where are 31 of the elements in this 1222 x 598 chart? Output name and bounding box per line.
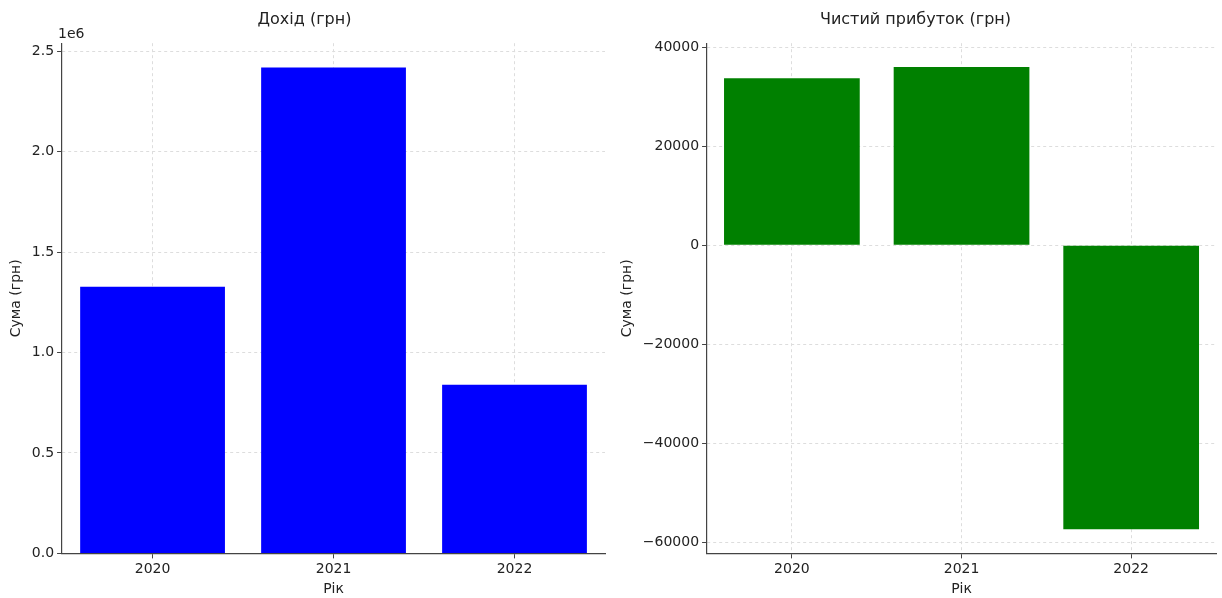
y-tick-label: 40000	[654, 37, 700, 54]
y-tick-label: −40000	[642, 434, 700, 451]
y-tick-label: 2.0	[31, 142, 55, 159]
x-tick-label: 2020	[774, 560, 810, 577]
bar	[261, 67, 406, 553]
x-axis-title: Рік	[951, 580, 972, 597]
y-tick-label: 0.0	[31, 544, 55, 561]
bar	[1063, 245, 1200, 530]
y-tick-label: −20000	[642, 335, 700, 352]
y-tick-label: 2.5	[31, 41, 55, 58]
x-tick-label: 2022	[496, 560, 533, 577]
y-tick-label: 0	[690, 235, 700, 252]
x-tick-label: 2021	[315, 560, 352, 577]
chart-title: Чистий прибуток (грн)	[819, 8, 1012, 28]
bar	[442, 384, 587, 553]
y-axis-title: Сума (грн)	[7, 259, 24, 338]
x-tick-label: 2021	[943, 560, 980, 577]
y-tick-label: 0.5	[31, 443, 55, 460]
bar	[80, 286, 225, 553]
text: 1e6	[58, 24, 85, 41]
chart-title: Дохід (грн)	[257, 8, 352, 28]
y-tick-label: 1.0	[31, 343, 55, 360]
y-tick-label: 20000	[654, 136, 700, 153]
bar	[724, 78, 860, 245]
x-tick-label: 2020	[134, 560, 171, 577]
bar	[893, 66, 1030, 245]
y-tick-label: 1.5	[31, 242, 55, 259]
y-axis-title: Сума (грн)	[618, 259, 635, 338]
y-tick-label: −60000	[642, 533, 700, 550]
x-tick-label: 2022	[1113, 560, 1149, 577]
x-axis-title: Рік	[323, 580, 344, 597]
